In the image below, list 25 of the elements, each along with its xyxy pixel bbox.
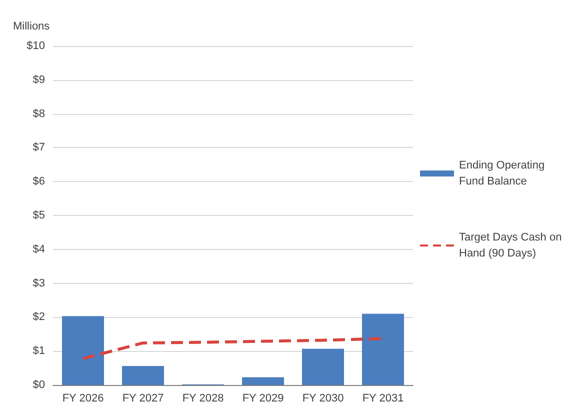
bar bbox=[62, 316, 104, 385]
x-tick-label: FY 2026 bbox=[62, 392, 104, 404]
legend-label: Ending Operating Fund Balance bbox=[459, 160, 548, 188]
x-tick-label: FY 2028 bbox=[182, 392, 224, 404]
y-tick-label: $5 bbox=[32, 210, 45, 222]
y-axis-title: Millions bbox=[13, 20, 50, 32]
y-tick-label: $4 bbox=[32, 243, 45, 256]
y-tick-label: $3 bbox=[32, 277, 45, 290]
x-tick-label: FY 2027 bbox=[122, 392, 164, 404]
bar bbox=[362, 314, 404, 385]
y-tick-label: $10 bbox=[26, 40, 45, 52]
bar bbox=[122, 366, 164, 385]
x-tick-label: FY 2030 bbox=[302, 392, 344, 404]
bar bbox=[242, 377, 284, 385]
x-tick-label: FY 2031 bbox=[362, 392, 404, 404]
y-tick-label: $8 bbox=[32, 108, 45, 120]
legend-label: Target Days Cash on Hand (90 Days) bbox=[459, 232, 565, 260]
x-tick-label: FY 2029 bbox=[242, 392, 284, 404]
y-tick-label: $9 bbox=[32, 74, 45, 86]
y-tick-label: $0 bbox=[32, 379, 45, 391]
bar bbox=[302, 348, 344, 385]
y-tick-label: $6 bbox=[32, 176, 45, 188]
y-tick-label: $7 bbox=[32, 142, 45, 154]
y-tick-label: $1 bbox=[32, 345, 45, 358]
y-tick-label: $2 bbox=[32, 311, 45, 324]
